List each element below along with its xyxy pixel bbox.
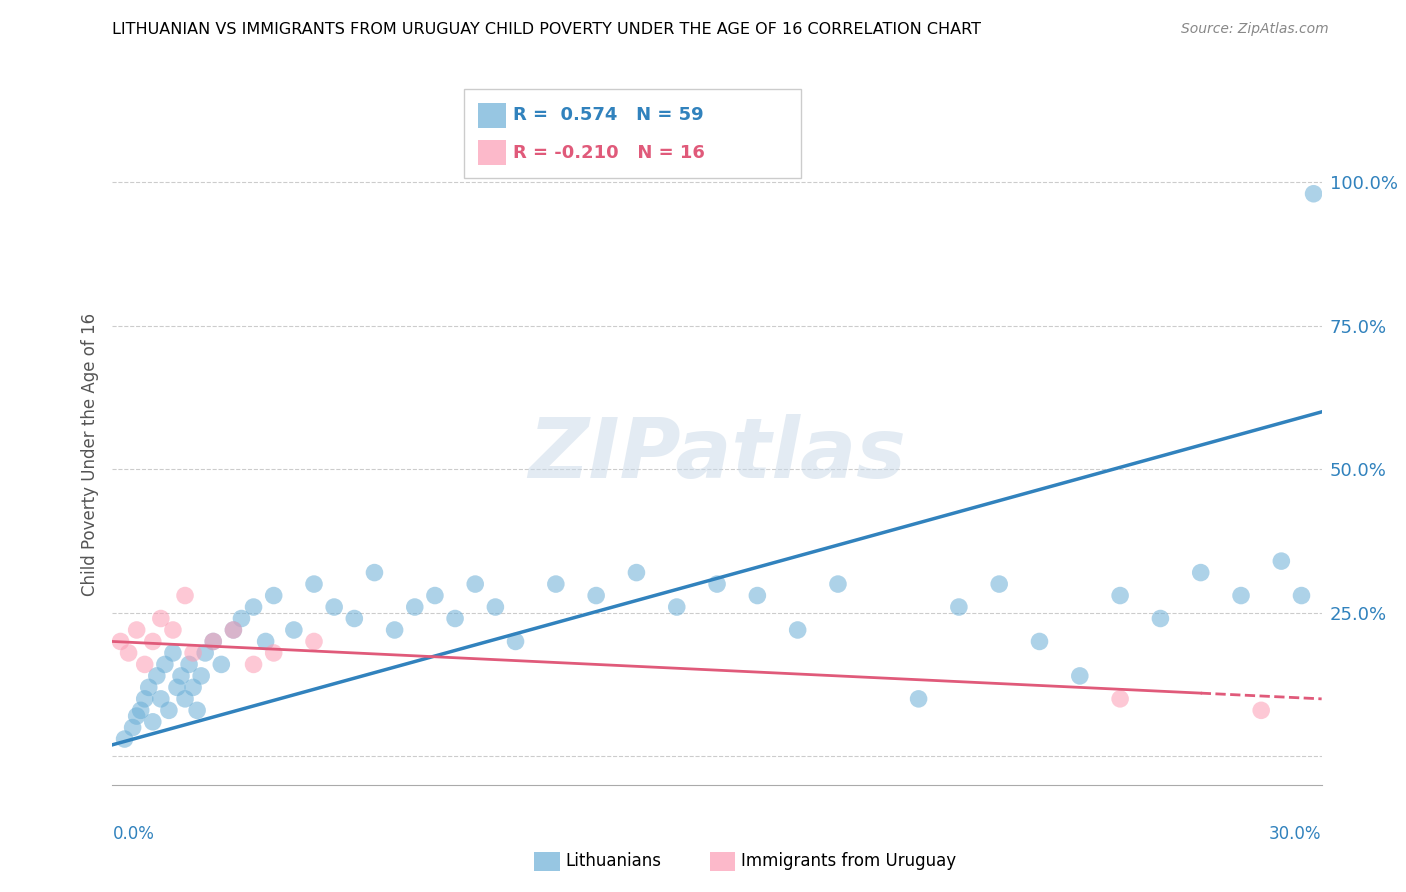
Point (202, 634, 225, 648)
Point (665, 600, 688, 615)
Text: 30.0%: 30.0% (1270, 825, 1322, 843)
Text: R = -0.210   N = 16: R = -0.210 N = 16 (513, 144, 704, 161)
Point (153, 657, 176, 672)
Point (626, 566, 648, 580)
Point (194, 646, 217, 660)
Point (129, 703, 152, 717)
Point (1109, 691, 1132, 706)
Point (117, 646, 139, 660)
Point (181, 646, 204, 660)
Point (231, 611, 253, 625)
Point (1109, 589, 1132, 603)
Point (907, 691, 929, 706)
Point (110, 634, 132, 648)
Point (142, 634, 165, 648)
Point (181, 681, 204, 695)
Point (302, 577, 325, 591)
Point (302, 634, 325, 648)
Point (162, 646, 184, 660)
Point (948, 600, 970, 615)
Point (384, 623, 406, 637)
Point (464, 577, 486, 591)
Point (242, 657, 264, 672)
Point (242, 600, 264, 615)
Point (222, 623, 245, 637)
Point (544, 577, 567, 591)
Point (142, 714, 165, 729)
Point (343, 611, 366, 625)
Point (1069, 669, 1091, 683)
Point (263, 589, 285, 603)
Point (1302, 186, 1324, 201)
Point (138, 681, 160, 695)
Point (121, 721, 143, 735)
Point (134, 691, 156, 706)
Point (283, 623, 305, 637)
Point (166, 681, 188, 695)
Point (263, 646, 285, 660)
Point (125, 709, 148, 723)
Point (174, 589, 197, 603)
Point (1250, 703, 1272, 717)
Point (1028, 634, 1050, 648)
Point (146, 669, 169, 683)
Point (484, 600, 506, 615)
Text: ZIPatlas: ZIPatlas (529, 415, 905, 495)
Point (747, 589, 769, 603)
Text: Immigrants from Uruguay: Immigrants from Uruguay (741, 852, 956, 870)
Point (157, 703, 180, 717)
Point (149, 691, 172, 706)
Point (988, 577, 1011, 591)
Point (149, 611, 172, 625)
Point (706, 577, 728, 591)
Point (1149, 611, 1171, 625)
Point (174, 691, 197, 706)
Point (786, 623, 808, 637)
Text: Source: ZipAtlas.com: Source: ZipAtlas.com (1181, 22, 1329, 37)
Point (162, 623, 184, 637)
Point (505, 634, 527, 648)
Point (202, 634, 225, 648)
Point (1230, 589, 1253, 603)
Text: R =  0.574   N = 59: R = 0.574 N = 59 (513, 106, 704, 124)
Point (186, 703, 208, 717)
Point (423, 589, 446, 603)
Point (1270, 554, 1292, 568)
Text: 0.0%: 0.0% (112, 825, 155, 843)
Point (1189, 566, 1212, 580)
Point (177, 657, 200, 672)
Y-axis label: Child Poverty Under the Age of 16: Child Poverty Under the Age of 16 (80, 313, 98, 597)
Point (1291, 589, 1313, 603)
Point (114, 732, 136, 747)
Point (444, 611, 467, 625)
Point (170, 669, 193, 683)
Text: Lithuanians: Lithuanians (565, 852, 661, 870)
Point (134, 657, 156, 672)
Point (404, 600, 426, 615)
Point (254, 634, 277, 648)
Point (222, 623, 245, 637)
Point (363, 566, 385, 580)
Point (585, 589, 607, 603)
Point (827, 577, 849, 591)
Text: LITHUANIAN VS IMMIGRANTS FROM URUGUAY CHILD POVERTY UNDER THE AGE OF 16 CORRELAT: LITHUANIAN VS IMMIGRANTS FROM URUGUAY CH… (112, 22, 981, 37)
Point (190, 669, 212, 683)
Point (323, 600, 346, 615)
Point (125, 623, 148, 637)
Point (209, 657, 232, 672)
